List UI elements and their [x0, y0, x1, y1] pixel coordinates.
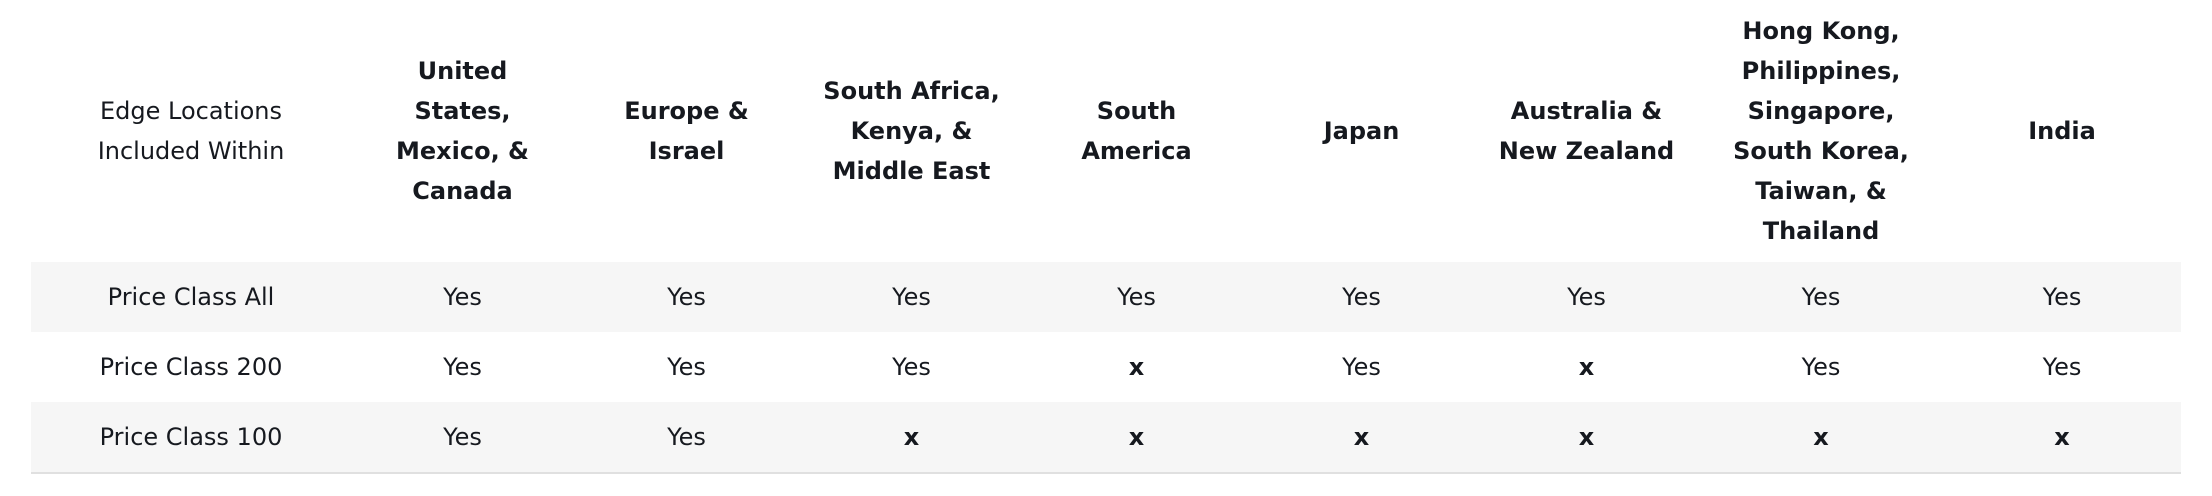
table-cell: Yes: [574, 262, 799, 332]
price-class-table: Edge Locations Included Within United St…: [31, 0, 2181, 474]
row-label: Price Class All: [31, 262, 351, 332]
row-label: Price Class 200: [99, 353, 283, 381]
header-south-africa-kenya-middle-east: South Africa, Kenya, & Middle East: [823, 77, 1000, 185]
table-cell: Yes: [1249, 262, 1474, 332]
table-cell: Yes: [2042, 353, 2082, 381]
table-row: Price Class 200 Yes Yes Yes x Yes x Yes …: [31, 332, 2181, 402]
table-cell: Yes: [1342, 353, 1381, 381]
table-cell: Yes: [892, 353, 931, 381]
header-australia-new-zealand: Australia & New Zealand: [1498, 97, 1675, 165]
table-cell: Yes: [799, 262, 1024, 332]
table-cell: x: [1128, 353, 1145, 381]
price-class-table-container: Edge Locations Included Within United St…: [31, 0, 2181, 474]
header-japan: Japan: [1323, 117, 1400, 145]
table-row: Price Class All Yes Yes Yes Yes Yes Yes …: [31, 262, 2181, 332]
table-cell: x: [1699, 402, 1943, 474]
table-cell: Yes: [1943, 262, 2181, 332]
header-row: Edge Locations Included Within United St…: [31, 0, 2181, 262]
table-cell: x: [1474, 402, 1699, 474]
header-europe-israel: Europe & Israel: [624, 97, 749, 165]
table-cell: Yes: [1024, 262, 1249, 332]
table-cell: Yes: [1801, 353, 1841, 381]
table-cell: x: [799, 402, 1024, 474]
table-cell: x: [1249, 402, 1474, 474]
table-body: Price Class All Yes Yes Yes Yes Yes Yes …: [31, 262, 2181, 474]
table-cell: Yes: [667, 353, 706, 381]
table-cell: Yes: [351, 402, 574, 474]
table-cell: Yes: [1699, 262, 1943, 332]
table-cell: x: [1578, 353, 1595, 381]
header-us-mexico-canada: United States, Mexico, & Canada: [396, 57, 529, 205]
header-edge-locations: Edge Locations Included Within: [97, 97, 285, 165]
table-cell: Yes: [351, 262, 574, 332]
row-label: Price Class 100: [31, 402, 351, 474]
table-cell: x: [1024, 402, 1249, 474]
table-row: Price Class 100 Yes Yes x x x x x x: [31, 402, 2181, 474]
table-cell: x: [1943, 402, 2181, 474]
header-south-america: South America: [1081, 97, 1192, 165]
table-cell: Yes: [574, 402, 799, 474]
table-cell: Yes: [443, 353, 482, 381]
header-asia-pacific: Hong Kong, Philippines, Singapore, South…: [1733, 17, 1909, 245]
header-india: India: [2028, 117, 2096, 145]
table-cell: Yes: [1474, 262, 1699, 332]
